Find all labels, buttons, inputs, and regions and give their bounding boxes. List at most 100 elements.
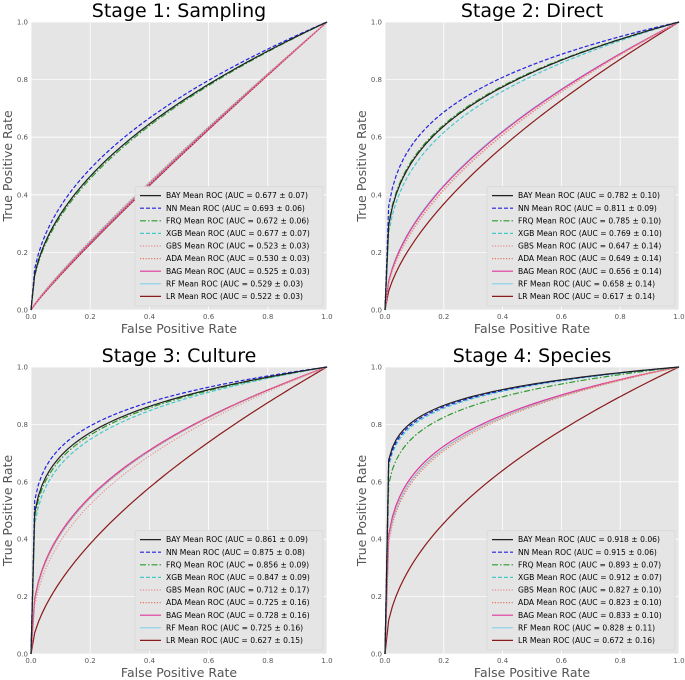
legend-label: LR Mean ROC (AUC = 0.522 ± 0.03): [166, 292, 303, 301]
x-tick-label: 0.4: [144, 657, 156, 665]
legend-label: RF Mean ROC (AUC = 0.658 ± 0.14): [518, 279, 655, 288]
x-tick-label: 0.6: [556, 657, 568, 665]
legend-label: BAY Mean ROC (AUC = 0.918 ± 0.06): [518, 535, 660, 544]
x-tick-label: 0.2: [438, 313, 449, 321]
legend: BAY Mean ROC (AUC = 0.861 ± 0.09) NN Mean…: [134, 530, 324, 651]
legend-label: GBS Mean ROC (AUC = 0.647 ± 0.14): [518, 242, 661, 251]
legend-label: XGB Mean ROC (AUC = 0.912 ± 0.07): [518, 573, 662, 582]
x-axis-label: False Positive Rate: [121, 321, 237, 336]
roc-line-bag: [384, 366, 680, 655]
x-tick-label: 0.0: [25, 657, 36, 665]
legend-label: ADA Mean ROC (AUC = 0.823 ± 0.10): [518, 598, 662, 607]
y-tick-label: 0.6: [17, 478, 29, 486]
roc-line-gbs: [384, 21, 680, 311]
legend-label: FRQ Mean ROC (AUC = 0.785 ± 0.10): [518, 216, 661, 225]
legend-label: BAG Mean ROC (AUC = 0.833 ± 0.10): [518, 611, 662, 620]
x-tick-label: 1.0: [673, 313, 684, 321]
x-tick-label: 0.8: [262, 313, 273, 321]
x-axis-label: False Positive Rate: [121, 665, 237, 680]
legend-label: XGB Mean ROC (AUC = 0.677 ± 0.07): [166, 229, 310, 238]
y-tick-label: 1.0: [371, 19, 382, 27]
legend-label: LR Mean ROC (AUC = 0.627 ± 0.15): [166, 636, 303, 645]
chart-title: Stage 2: Direct: [461, 0, 603, 22]
y-tick-label: 1.0: [371, 364, 382, 372]
x-tick-label: 0.6: [556, 313, 568, 321]
roc-line-xgb: [384, 21, 680, 311]
legend-label: ADA Mean ROC (AUC = 0.725 ± 0.16): [166, 598, 310, 607]
y-tick-label: 0.2: [371, 593, 382, 601]
roc-line-nn: [30, 21, 328, 311]
legend-label: NN Mean ROC (AUC = 0.875 ± 0.08): [166, 548, 305, 557]
y-tick-label: 0.2: [371, 249, 382, 257]
roc-line-bay: [384, 366, 680, 655]
roc-panel-4: 0.0 0.2 0.4 0.6 0.8 1.0 0.0 0.2 0.4 0.6 0.8 1.0 Stag…: [354, 345, 685, 680]
legend-label: RF Mean ROC (AUC = 0.529 ± 0.03): [166, 279, 303, 288]
roc-line-bag: [30, 366, 328, 655]
legend-label: ADA Mean ROC (AUC = 0.649 ± 0.14): [518, 254, 662, 263]
legend-label: BAG Mean ROC (AUC = 0.525 ± 0.03): [166, 267, 310, 276]
y-tick-label: 0.2: [17, 249, 28, 257]
legend-label: NN Mean ROC (AUC = 0.693 ± 0.06): [166, 204, 305, 213]
legend-label: BAG Mean ROC (AUC = 0.728 ± 0.16): [166, 611, 310, 620]
legend-label: BAG Mean ROC (AUC = 0.656 ± 0.14): [518, 267, 662, 276]
y-tick-label: 0.8: [17, 76, 28, 84]
legend-label: GBS Mean ROC (AUC = 0.712 ± 0.17): [166, 586, 309, 595]
roc-line-bay: [384, 21, 680, 311]
legend: BAY Mean ROC (AUC = 0.782 ± 0.10) NN Mean…: [486, 186, 676, 307]
y-tick-label: 0.4: [371, 191, 383, 199]
x-tick-label: 0.2: [438, 657, 449, 665]
x-tick-label: 0.8: [615, 657, 626, 665]
x-tick-label: 0.6: [203, 313, 215, 321]
x-tick-label: 0.6: [203, 657, 215, 665]
y-axis-label: True Positive Rate: [0, 455, 15, 568]
legend-label: XGB Mean ROC (AUC = 0.769 ± 0.10): [518, 229, 662, 238]
x-tick-label: 1.0: [321, 657, 332, 665]
roc-line-gbs: [30, 366, 328, 655]
y-tick-label: 0.8: [371, 421, 382, 429]
x-tick-label: 0.0: [25, 313, 36, 321]
y-tick-label: 0.4: [17, 191, 29, 199]
roc-line-nn: [30, 366, 328, 655]
x-tick-label: 1.0: [321, 313, 332, 321]
legend-label: GBS Mean ROC (AUC = 0.523 ± 0.03): [166, 242, 309, 251]
roc-line-bag: [384, 21, 680, 311]
roc-line-lr: [30, 366, 328, 655]
x-tick-label: 0.8: [262, 657, 273, 665]
legend-box: [134, 186, 324, 307]
chart-title: Stage 3: Culture: [102, 345, 257, 367]
roc-panel-3: 0.0 0.2 0.4 0.6 0.8 1.0 0.0 0.2 0.4 0.6 0.8 1.0 Stag…: [0, 345, 333, 680]
y-tick-label: 0.0: [371, 651, 382, 659]
legend: BAY Mean ROC (AUC = 0.677 ± 0.07) NN Mean…: [134, 186, 324, 307]
x-tick-label: 0.0: [379, 313, 390, 321]
x-tick-label: 0.8: [615, 313, 626, 321]
y-axis-label: True Positive Rate: [354, 110, 369, 223]
x-tick-label: 0.4: [497, 657, 509, 665]
y-tick-label: 0.4: [17, 536, 29, 544]
x-axis-label: False Positive Rate: [474, 321, 590, 336]
legend-label: BAY Mean ROC (AUC = 0.782 ± 0.10): [518, 191, 660, 200]
x-tick-label: 0.0: [379, 657, 390, 665]
x-axis-label: False Positive Rate: [474, 665, 590, 680]
roc-line-bay: [30, 366, 328, 655]
y-tick-label: 1.0: [17, 19, 28, 27]
y-tick-label: 0.0: [17, 307, 28, 315]
y-tick-label: 0.8: [371, 76, 382, 84]
y-tick-label: 0.0: [17, 651, 28, 659]
legend-label: ADA Mean ROC (AUC = 0.530 ± 0.03): [166, 254, 310, 263]
series-group: [30, 366, 328, 655]
legend-label: GBS Mean ROC (AUC = 0.827 ± 0.10): [518, 586, 661, 595]
roc-line-xgb: [30, 366, 328, 655]
x-tick-label: 0.2: [85, 657, 96, 665]
y-tick-label: 0.6: [371, 478, 383, 486]
x-tick-label: 0.4: [144, 313, 156, 321]
y-axis-label: True Positive Rate: [0, 110, 15, 223]
roc-line-lr: [384, 366, 680, 655]
series-group: [384, 366, 680, 655]
y-tick-label: 0.6: [17, 134, 29, 142]
legend: BAY Mean ROC (AUC = 0.918 ± 0.06) NN Mean…: [486, 530, 676, 651]
legend-label: FRQ Mean ROC (AUC = 0.856 ± 0.09): [166, 560, 309, 569]
legend-label: NN Mean ROC (AUC = 0.915 ± 0.06): [518, 548, 657, 557]
legend-label: BAY Mean ROC (AUC = 0.861 ± 0.09): [166, 535, 308, 544]
roc-line-frq: [384, 21, 680, 311]
x-tick-label: 0.2: [85, 313, 96, 321]
